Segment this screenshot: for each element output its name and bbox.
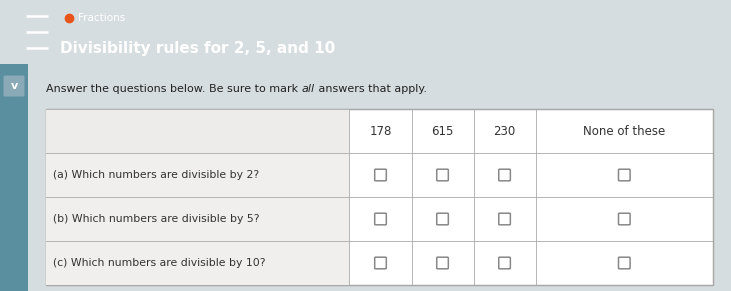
Text: (b) Which numbers are divisible by 5?: (b) Which numbers are divisible by 5? (53, 214, 260, 224)
Bar (46, 153, 349, 197)
FancyBboxPatch shape (618, 257, 630, 269)
Text: answers that apply.: answers that apply. (315, 84, 427, 94)
Text: Divisibility rules for 2, 5, and 10: Divisibility rules for 2, 5, and 10 (60, 40, 336, 56)
FancyBboxPatch shape (618, 213, 630, 225)
Text: (c) Which numbers are divisible by 10?: (c) Which numbers are divisible by 10? (53, 258, 265, 268)
FancyBboxPatch shape (4, 76, 25, 97)
Bar (46, 241, 349, 285)
FancyBboxPatch shape (375, 169, 386, 181)
Text: 178: 178 (369, 125, 392, 138)
FancyBboxPatch shape (436, 257, 448, 269)
Text: Fractions: Fractions (78, 13, 126, 23)
FancyBboxPatch shape (436, 169, 448, 181)
Bar (46, 109, 349, 153)
FancyBboxPatch shape (436, 213, 448, 225)
Text: v: v (10, 81, 18, 91)
Bar (46, 197, 349, 241)
FancyBboxPatch shape (375, 213, 386, 225)
Text: (a) Which numbers are divisible by 2?: (a) Which numbers are divisible by 2? (53, 170, 259, 180)
Text: Answer the questions below. Be sure to mark: Answer the questions below. Be sure to m… (46, 84, 302, 94)
FancyBboxPatch shape (499, 257, 510, 269)
FancyBboxPatch shape (375, 257, 386, 269)
Text: 615: 615 (431, 125, 454, 138)
Text: 230: 230 (493, 125, 515, 138)
FancyBboxPatch shape (499, 169, 510, 181)
FancyBboxPatch shape (618, 169, 630, 181)
FancyBboxPatch shape (499, 213, 510, 225)
Text: None of these: None of these (583, 125, 665, 138)
Bar (0, 64, 28, 291)
Text: all: all (302, 84, 315, 94)
Bar (46, 109, 713, 285)
